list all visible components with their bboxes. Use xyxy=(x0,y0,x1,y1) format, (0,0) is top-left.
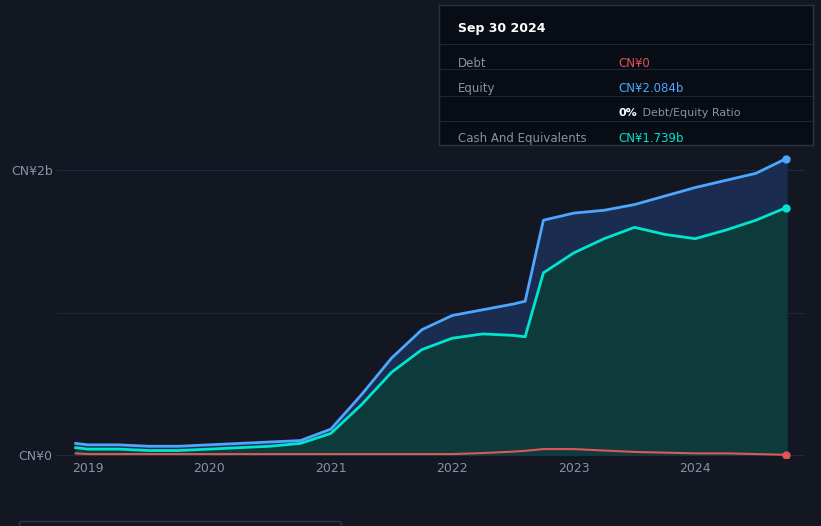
Text: CN¥2.084b: CN¥2.084b xyxy=(618,82,684,95)
Legend: Debt, Equity, Cash And Equivalents: Debt, Equity, Cash And Equivalents xyxy=(19,521,341,526)
Text: Debt/Equity Ratio: Debt/Equity Ratio xyxy=(639,108,741,118)
Text: Equity: Equity xyxy=(458,82,495,95)
Text: Debt: Debt xyxy=(458,57,487,70)
Text: CN¥0: CN¥0 xyxy=(618,57,650,70)
Text: CN¥1.739b: CN¥1.739b xyxy=(618,132,684,145)
Text: Sep 30 2024: Sep 30 2024 xyxy=(458,22,545,35)
Text: Cash And Equivalents: Cash And Equivalents xyxy=(458,132,586,145)
Text: 0%: 0% xyxy=(618,108,637,118)
